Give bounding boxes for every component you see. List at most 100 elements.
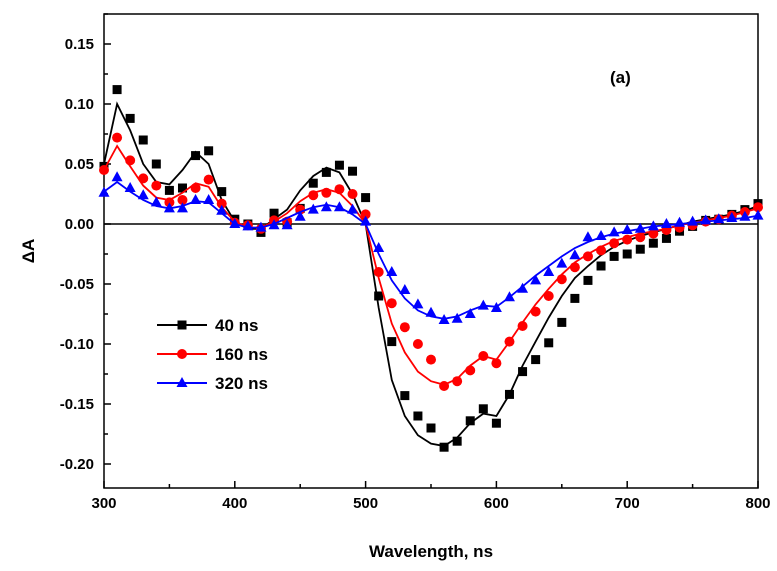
y-tick-label: 0.10 [65,96,94,113]
data-point [713,213,725,224]
data-point [504,389,514,399]
data-point [752,209,764,220]
legend-label: 160 ns [215,345,268,364]
data-point [112,132,123,143]
data-point [556,257,568,268]
data-point [647,220,659,231]
y-tick-label: -0.10 [60,336,94,353]
data-point [490,302,502,312]
data-point [190,183,201,193]
data-point [478,404,488,414]
data-point [347,189,358,199]
data-point [531,355,541,365]
data-point [98,186,110,197]
legend: 40 ns 160 ns 320 ns [157,316,268,393]
data-point [400,391,410,401]
data-point [622,249,632,259]
series-0 [99,85,763,452]
data-point [163,202,175,213]
data-point [412,339,423,349]
legend-label: 40 ns [215,316,258,335]
data-point [373,267,384,277]
data-point [569,262,580,273]
data-point [190,194,202,204]
data-point [583,275,593,285]
data-point [399,284,411,294]
data-point [726,212,738,222]
data-point [674,216,686,227]
data-point [125,155,136,166]
data-point [595,230,607,240]
data-point [138,135,148,145]
data-point [517,282,529,293]
data-point [608,226,620,237]
data-point [543,266,555,276]
series-1 [99,132,763,391]
data-point [426,423,436,433]
data-point [191,151,201,161]
data-point [687,215,699,226]
data-point [622,234,633,245]
data-point [569,249,581,260]
data-point [621,224,633,234]
data-point [451,312,463,323]
data-point [295,204,306,215]
data-point [360,209,371,220]
data-point [216,204,228,215]
data-point [307,203,319,214]
data-point [660,218,672,228]
data-point [347,203,359,214]
data-point [137,189,149,200]
data-point [176,377,188,387]
data-point [216,198,227,209]
data-point [452,436,462,446]
data-point [425,306,437,317]
data-point [308,178,318,188]
series-layer [98,85,764,452]
data-point [151,180,162,191]
x-axis-title: Wavelength, ns [369,542,493,561]
data-point [478,351,489,361]
data-point [99,165,109,175]
data-point [373,242,385,252]
data-point [477,299,489,310]
x-axis: 300 400 500 600 700 800 [91,481,771,512]
x-tick-label: 300 [91,495,116,512]
series-line [103,101,759,447]
data-point [125,113,135,123]
y-tick-label: -0.20 [60,456,94,473]
y-tick-label: 0.00 [65,216,94,233]
data-point [386,266,398,276]
data-point [112,85,122,95]
data-point [464,308,476,318]
data-point [177,349,187,359]
data-point [570,293,580,303]
data-point [648,228,659,239]
data-point [491,418,501,428]
data-point [177,183,187,193]
data-point [386,298,397,309]
data-point [387,337,397,347]
data-point [517,321,528,331]
data-point [203,194,215,204]
data-point [111,171,123,182]
x-tick-label: 500 [353,495,378,512]
data-point [518,367,528,377]
data-point [452,376,463,387]
data-point [543,291,554,301]
data-point [530,306,541,317]
legend-item: 160 ns [157,345,268,364]
series-line [103,180,759,320]
data-point [255,221,267,232]
data-point [412,298,424,309]
panel-label: (a) [610,68,631,87]
data-point [294,210,306,221]
y-tick-label: 0.05 [65,156,94,173]
data-point [334,184,345,195]
data-point [491,358,502,369]
data-point [739,210,751,221]
data-point [177,320,187,330]
data-point [753,202,763,213]
data-point [426,354,436,365]
